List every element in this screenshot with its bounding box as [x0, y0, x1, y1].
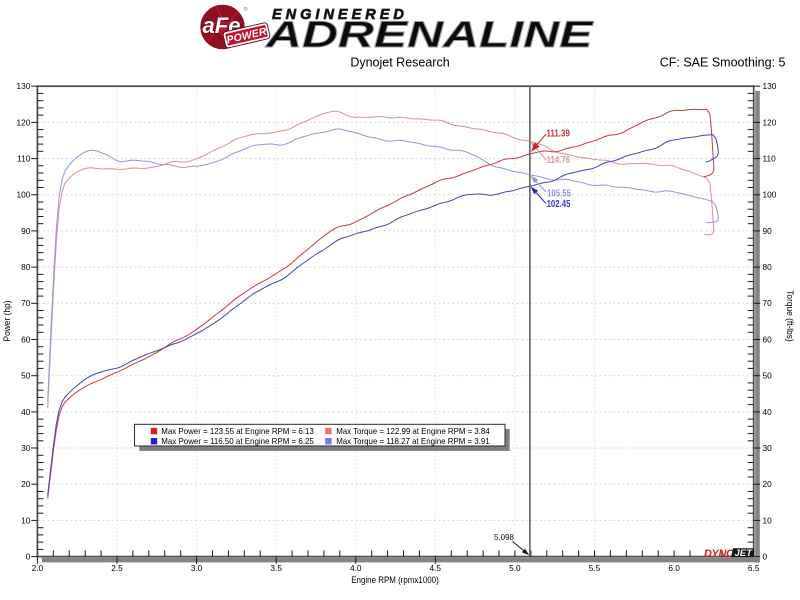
svg-text:Max Torque = 122.99 at Engine: Max Torque = 122.99 at Engine RPM = 3.84: [336, 427, 490, 436]
svg-text:70: 70: [763, 298, 773, 308]
svg-text:100: 100: [763, 190, 777, 200]
svg-text:DYNO: DYNO: [704, 548, 735, 560]
svg-text:ENGINEERED: ENGINEERED: [272, 7, 408, 23]
svg-text:6.0: 6.0: [668, 563, 680, 573]
svg-text:40: 40: [763, 407, 773, 417]
svg-text:2.5: 2.5: [111, 563, 123, 573]
svg-text:40: 40: [21, 407, 31, 417]
svg-text:JET: JET: [735, 548, 754, 559]
svg-text:Max Power = 123.55 at Engine R: Max Power = 123.55 at Engine RPM = 6.13: [161, 427, 314, 436]
svg-text:5.098: 5.098: [494, 532, 514, 542]
svg-text:0: 0: [26, 552, 31, 562]
svg-text:6.5: 6.5: [748, 563, 760, 573]
svg-text:CF: SAE Smoothing: 5: CF: SAE Smoothing: 5: [660, 56, 786, 70]
svg-text:100: 100: [17, 190, 31, 200]
svg-text:120: 120: [763, 117, 777, 127]
svg-text:20: 20: [21, 479, 31, 489]
svg-text:130: 130: [763, 81, 777, 91]
svg-text:80: 80: [763, 262, 773, 272]
svg-text:3.5: 3.5: [270, 563, 282, 573]
svg-text:50: 50: [763, 371, 773, 381]
svg-text:5.5: 5.5: [589, 563, 601, 573]
svg-text:Max Torque = 118.27 at Engine: Max Torque = 118.27 at Engine RPM = 3.91: [336, 437, 490, 446]
svg-text:0: 0: [763, 552, 768, 562]
svg-text:10: 10: [21, 515, 31, 525]
svg-text:120: 120: [17, 117, 31, 127]
svg-text:ADRENALINE: ADRENALINE: [265, 14, 594, 56]
svg-text:60: 60: [763, 334, 773, 344]
svg-text:114.76: 114.76: [547, 155, 571, 166]
svg-text:4.5: 4.5: [430, 563, 442, 573]
svg-text:Engine RPM (rpmx1000): Engine RPM (rpmx1000): [351, 575, 439, 586]
svg-text:®: ®: [244, 6, 248, 13]
svg-text:3.0: 3.0: [191, 563, 203, 573]
svg-text:Max Power = 116.50 at Engine R: Max Power = 116.50 at Engine RPM = 6.25: [161, 437, 314, 446]
svg-text:90: 90: [763, 226, 773, 236]
svg-text:102.45: 102.45: [547, 199, 571, 210]
svg-text:111.39: 111.39: [546, 128, 570, 139]
svg-text:2.0: 2.0: [32, 563, 44, 573]
svg-text:Dynojet Research: Dynojet Research: [350, 56, 449, 70]
svg-text:aFe: aFe: [203, 13, 241, 38]
svg-text:4.0: 4.0: [350, 563, 362, 573]
svg-text:90: 90: [21, 226, 31, 236]
svg-text:60: 60: [21, 334, 31, 344]
svg-text:50: 50: [21, 371, 31, 381]
svg-text:20: 20: [763, 479, 773, 489]
svg-text:Torque (ft-lbs): Torque (ft-lbs): [785, 290, 795, 342]
svg-text:10: 10: [763, 515, 773, 525]
svg-text:5.0: 5.0: [509, 563, 521, 573]
svg-text:110: 110: [763, 154, 777, 164]
svg-text:105.55: 105.55: [547, 189, 571, 200]
svg-text:Power (hp): Power (hp): [2, 300, 12, 341]
svg-text:30: 30: [763, 443, 773, 453]
svg-text:130: 130: [17, 81, 31, 91]
svg-text:80: 80: [21, 262, 31, 272]
svg-text:110: 110: [17, 154, 31, 164]
svg-text:30: 30: [21, 443, 31, 453]
svg-text:70: 70: [21, 298, 31, 308]
